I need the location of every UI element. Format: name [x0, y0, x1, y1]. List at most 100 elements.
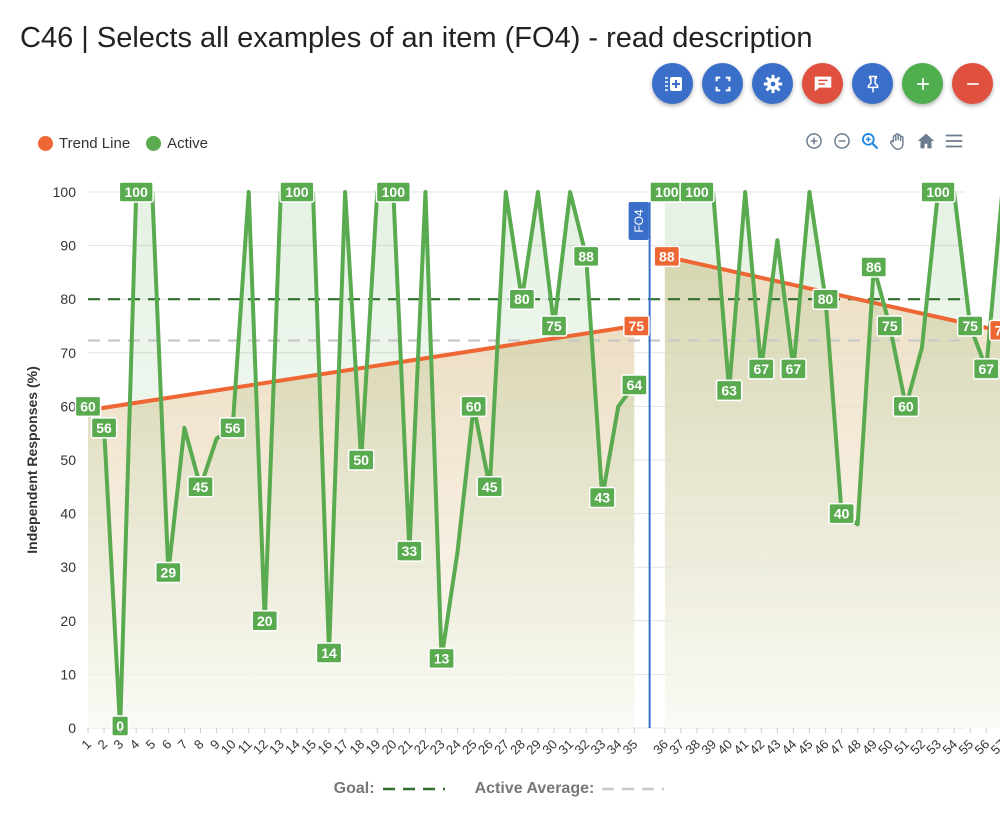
data-label-box	[155, 561, 182, 584]
pan-button[interactable]	[886, 129, 910, 153]
data-label-box	[972, 358, 1000, 380]
comments-button[interactable]	[802, 63, 843, 104]
average-label: Active Average:	[474, 780, 595, 797]
data-label: 100	[685, 184, 709, 200]
zoom-in-button[interactable]	[802, 129, 826, 153]
zoom-out-button[interactable]	[830, 129, 854, 153]
trend-label-box	[623, 315, 650, 337]
data-label: 56	[225, 420, 241, 436]
data-label: 45	[482, 479, 498, 495]
data-label-box	[347, 449, 375, 471]
selection-zoom-button[interactable]	[858, 129, 882, 153]
minus-icon	[966, 82, 979, 85]
y-tick-label: 50	[60, 452, 76, 468]
data-label: 14	[321, 645, 337, 661]
y-tick-label: 10	[60, 666, 76, 682]
data-label: 80	[818, 291, 834, 307]
chart-footer-legend: Goal: Active Average:	[0, 780, 1000, 798]
data-label: 86	[866, 259, 882, 275]
phase-label: FO4	[632, 209, 646, 233]
data-label-box	[315, 642, 343, 664]
data-label: 75	[546, 318, 562, 334]
legend-item-active[interactable]: Active	[146, 135, 208, 152]
data-label-box	[920, 181, 956, 203]
y-tick-label: 70	[60, 345, 76, 361]
data-label-box	[279, 181, 315, 203]
data-label-box	[588, 486, 616, 509]
trend-label-box	[653, 245, 681, 268]
data-label: 100	[382, 184, 406, 200]
data-label: 56	[96, 420, 112, 436]
zoom-in-icon	[806, 133, 822, 149]
data-label-box	[375, 181, 411, 203]
data-label-box	[572, 245, 600, 268]
data-label: 67	[753, 361, 769, 377]
data-label: 100	[655, 184, 679, 200]
data-label-box	[860, 256, 888, 278]
magnifier-icon	[862, 133, 879, 150]
data-label-box	[428, 647, 455, 670]
data-label: 67	[978, 361, 994, 377]
average-dash-icon	[602, 787, 665, 791]
data-label: 45	[193, 479, 209, 495]
data-label: 75	[962, 318, 978, 334]
data-label-box	[90, 417, 118, 439]
trend-label-box	[988, 319, 1000, 342]
data-label: 29	[161, 565, 177, 581]
menu-icon	[945, 134, 963, 148]
page-title: C46 | Selects all examples of an item (F…	[20, 22, 813, 54]
data-label-box	[476, 476, 504, 498]
comment-icon	[814, 76, 831, 91]
y-tick-label: 90	[60, 238, 76, 254]
legend-item-trend-line[interactable]: Trend Line	[38, 135, 130, 152]
x-tick-label: 35	[620, 737, 641, 758]
add-chart-button[interactable]	[652, 63, 693, 104]
menu-button[interactable]	[942, 129, 966, 153]
data-label-box	[251, 610, 279, 632]
x-tick-label: 5	[143, 737, 159, 753]
y-tick-label: 30	[60, 559, 76, 575]
data-label-box	[460, 395, 488, 418]
average-legend: Active Average:	[475, 780, 667, 798]
remove-button[interactable]	[952, 63, 993, 104]
zoom-out-icon	[834, 133, 850, 149]
add-button[interactable]	[902, 63, 943, 104]
x-tick-label: 4	[127, 737, 143, 753]
fullscreen-button[interactable]	[702, 63, 743, 104]
active-area	[664, 192, 1000, 728]
y-tick-label: 100	[53, 184, 77, 200]
y-axis-label: Independent Responses (%)	[24, 366, 40, 553]
data-label-box	[219, 417, 246, 439]
add-box-icon	[664, 76, 682, 91]
data-label-box	[679, 181, 715, 203]
y-tick-label: 80	[60, 291, 76, 307]
hand-icon	[890, 133, 904, 150]
y-tick-label: 0	[68, 720, 76, 736]
data-label: 40	[834, 506, 850, 522]
pin-icon	[867, 75, 878, 92]
data-label-box	[74, 395, 102, 418]
reset-zoom-button[interactable]	[914, 129, 938, 153]
settings-button[interactable]	[752, 63, 793, 104]
x-tick-label: 6	[159, 737, 175, 753]
y-tick-label: 60	[60, 398, 76, 414]
pin-button[interactable]	[852, 63, 893, 104]
y-tick-label: 20	[60, 613, 76, 629]
data-label: 33	[402, 543, 418, 559]
legend-label: Active	[167, 135, 209, 152]
x-tick-label: 3	[111, 737, 127, 753]
data-label-box	[111, 715, 130, 737]
data-label: 60	[466, 398, 482, 414]
x-tick-label: 57	[988, 737, 1000, 758]
x-tick-label: 1	[78, 737, 94, 753]
phase-label-box	[628, 202, 649, 240]
data-label-box	[508, 288, 536, 310]
data-label-box	[621, 374, 648, 396]
data-label: 60	[898, 398, 914, 414]
y-tick-label: 40	[60, 506, 76, 522]
trend-line-marker	[38, 136, 53, 151]
data-label: 100	[926, 184, 950, 200]
data-label-box	[540, 315, 568, 337]
data-label: 64	[627, 377, 643, 393]
goal-label: Goal:	[333, 780, 375, 797]
